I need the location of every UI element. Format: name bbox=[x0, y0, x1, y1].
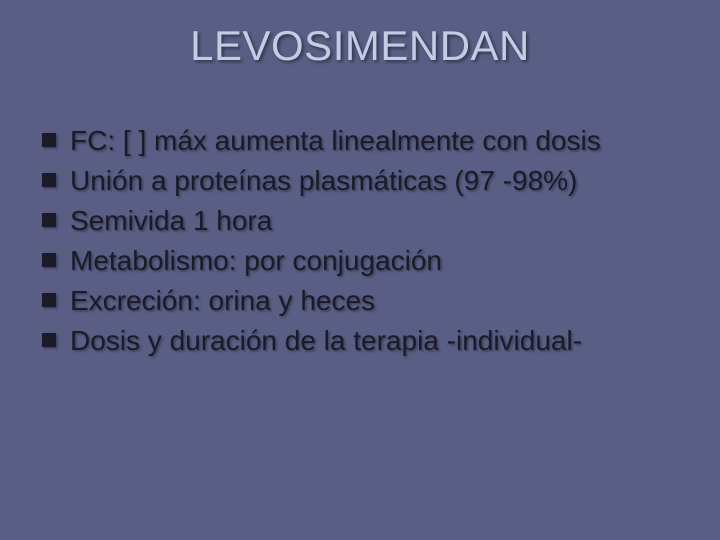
list-item: Unión a proteínas plasmáticas (97 -98%) bbox=[40, 162, 684, 200]
bullet-list: FC: [ ] máx aumenta linealmente con dosi… bbox=[36, 122, 684, 360]
list-item: Semivida 1 hora bbox=[40, 202, 684, 240]
slide-container: LEVOSIMENDAN FC: [ ] máx aumenta linealm… bbox=[0, 0, 720, 540]
list-item: FC: [ ] máx aumenta linealmente con dosi… bbox=[40, 122, 684, 160]
list-item: Metabolismo: por conjugación bbox=[40, 242, 684, 280]
list-item: Excreción: orina y heces bbox=[40, 282, 684, 320]
list-item: Dosis y duración de la terapia -individu… bbox=[40, 322, 684, 360]
slide-title: LEVOSIMENDAN bbox=[36, 22, 684, 70]
